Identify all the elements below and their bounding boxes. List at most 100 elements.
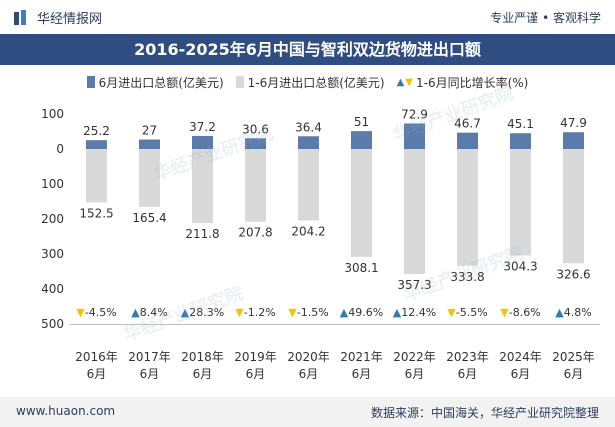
legend-swatch-cumulative [235, 76, 244, 88]
monthly-value-label: 30.6 [242, 122, 269, 136]
legend-item-monthly: 6月进出口总额(亿美元) [86, 74, 224, 91]
growth-rate-label: ▼-8.6% [500, 306, 540, 319]
data-source: 数据来源：中国海关，华经产业研究院整理 [370, 406, 599, 420]
legend-label-monthly: 6月进出口总额(亿美元) [98, 75, 224, 90]
legend-item-cumulative: 1-6月进出口总额(亿美元) [235, 74, 385, 91]
cumulative-value-label: 304.3 [503, 260, 537, 274]
growth-rate-value: 8.4% [140, 306, 168, 319]
x-tick-label: 6月 [87, 367, 107, 381]
monthly-value-label: 37.2 [189, 120, 216, 134]
top-bar: 华经情报网 专业严谨 • 客观科学 [0, 0, 615, 34]
monthly-bar [457, 132, 478, 149]
growth-rate-value: -1.5% [297, 306, 329, 319]
x-tick-label: 2016年 [75, 350, 118, 364]
cumulative-value-label: 152.5 [79, 206, 113, 220]
cumulative-bar [563, 149, 584, 264]
legend-down-triangle-icon: ▼ [405, 76, 413, 88]
growth-rate-value: -1.2% [244, 306, 276, 319]
y-tick-label: 500 [41, 317, 64, 331]
cumulative-bar [404, 149, 425, 275]
cumulative-value-label: 308.1 [344, 261, 378, 275]
growth-rate-value: -4.5% [85, 306, 117, 319]
y-tick-label: 400 [41, 282, 64, 296]
legend-item-growth: ▲ ▼ 1-6月同比增长率(%) [397, 74, 529, 91]
growth-rate-label: ▲28.3% [181, 306, 224, 319]
monthly-value-label: 46.7 [454, 117, 481, 131]
y-tick-label: 100 [41, 177, 64, 191]
up-triangle-icon: ▲ [393, 306, 402, 319]
y-tick-label: 300 [41, 247, 64, 261]
growth-rate-label: ▼-1.2% [235, 306, 275, 319]
growth-rate-label: ▼-1.5% [288, 306, 328, 319]
legend-label-growth: 1-6月同比增长率(%) [416, 75, 529, 90]
legend-label-cumulative: 1-6月进出口总额(亿美元) [247, 75, 385, 90]
monthly-bar [245, 138, 266, 149]
x-tick-label: 6月 [564, 367, 584, 381]
y-tick-label: 200 [41, 212, 64, 226]
cumulative-bar [457, 149, 478, 266]
cumulative-value-label: 207.8 [238, 226, 272, 240]
monthly-bar [192, 135, 213, 149]
growth-rate-label: ▲4.8% [555, 306, 591, 319]
x-tick-label: 6月 [299, 367, 319, 381]
cumulative-bar [192, 149, 213, 224]
monthly-value-label: 51 [354, 115, 369, 129]
y-tick-label: 100 [41, 107, 64, 121]
monthly-value-label: 47.9 [560, 116, 587, 130]
down-triangle-icon: ▼ [500, 306, 509, 319]
slogan: 专业严谨 • 客观科学 [490, 11, 601, 25]
monthly-value-label: 45.1 [507, 117, 534, 131]
x-tick-label: 2024年 [499, 350, 542, 364]
x-tick-label: 6月 [246, 367, 266, 381]
growth-rate-value: 28.3% [189, 306, 224, 319]
x-tick-label: 6月 [405, 367, 425, 381]
cumulative-bar [139, 149, 160, 207]
down-triangle-icon: ▼ [288, 306, 297, 319]
x-tick-label: 2018年 [181, 350, 224, 364]
x-tick-label: 6月 [140, 367, 160, 381]
up-triangle-icon: ▲ [340, 306, 349, 319]
x-tick-label: 6月 [511, 367, 531, 381]
growth-rate-value: 4.8% [564, 306, 592, 319]
monthly-bar [86, 140, 107, 149]
up-triangle-icon: ▲ [181, 306, 190, 319]
chart-plot: 100010020030040050025.2152.5▼-4.5%2016年6… [41, 107, 600, 381]
legend-swatch-monthly [86, 76, 95, 88]
cumulative-bar [351, 149, 372, 257]
footer: www.huaon.com 数据来源：中国海关，华经产业研究院整理 [0, 397, 615, 427]
logo-icon [14, 9, 30, 26]
growth-rate-value: 49.6% [348, 306, 383, 319]
growth-rate-label: ▼-4.5% [76, 306, 116, 319]
growth-rate-label: ▼-5.5% [447, 306, 487, 319]
monthly-value-label: 72.9 [401, 107, 428, 121]
title-bar: 2016-2025年6月中国与智利双边货物进出口额 [0, 34, 615, 65]
growth-rate-label: ▲49.6% [340, 306, 383, 319]
down-triangle-icon: ▼ [235, 306, 244, 319]
x-tick-label: 2025年 [552, 350, 595, 364]
growth-rate-value: 12.4% [401, 306, 436, 319]
x-tick-label: 6月 [193, 367, 213, 381]
x-tick-label: 2019年 [234, 350, 277, 364]
up-triangle-icon: ▲ [131, 306, 140, 319]
monthly-bar [510, 133, 531, 149]
down-triangle-icon: ▼ [447, 306, 456, 319]
website-link[interactable]: www.huaon.com [16, 404, 116, 418]
cumulative-bar [245, 149, 266, 222]
cumulative-value-label: 204.2 [291, 224, 325, 238]
x-tick-label: 2021年 [340, 350, 383, 364]
up-triangle-icon: ▲ [555, 306, 564, 319]
chart-legend: 6月进出口总额(亿美元) 1-6月进出口总额(亿美元) ▲ ▼ 1-6月同比增长… [0, 73, 615, 91]
cumulative-value-label: 165.4 [132, 211, 166, 225]
cumulative-bar [86, 149, 107, 203]
brand-logo: 华经情报网 [14, 8, 102, 27]
x-tick-label: 2020年 [287, 350, 330, 364]
legend-up-triangle-icon: ▲ [396, 76, 405, 88]
monthly-value-label: 25.2 [83, 124, 110, 138]
growth-rate-value: -5.5% [456, 306, 488, 319]
cumulative-value-label: 333.8 [450, 270, 484, 284]
x-tick-label: 6月 [352, 367, 372, 381]
x-tick-label: 2023年 [446, 350, 489, 364]
monthly-bar [351, 131, 372, 149]
growth-rate-label: ▲12.4% [393, 306, 436, 319]
chart-title: 2016-2025年6月中国与智利双边货物进出口额 [134, 40, 481, 59]
